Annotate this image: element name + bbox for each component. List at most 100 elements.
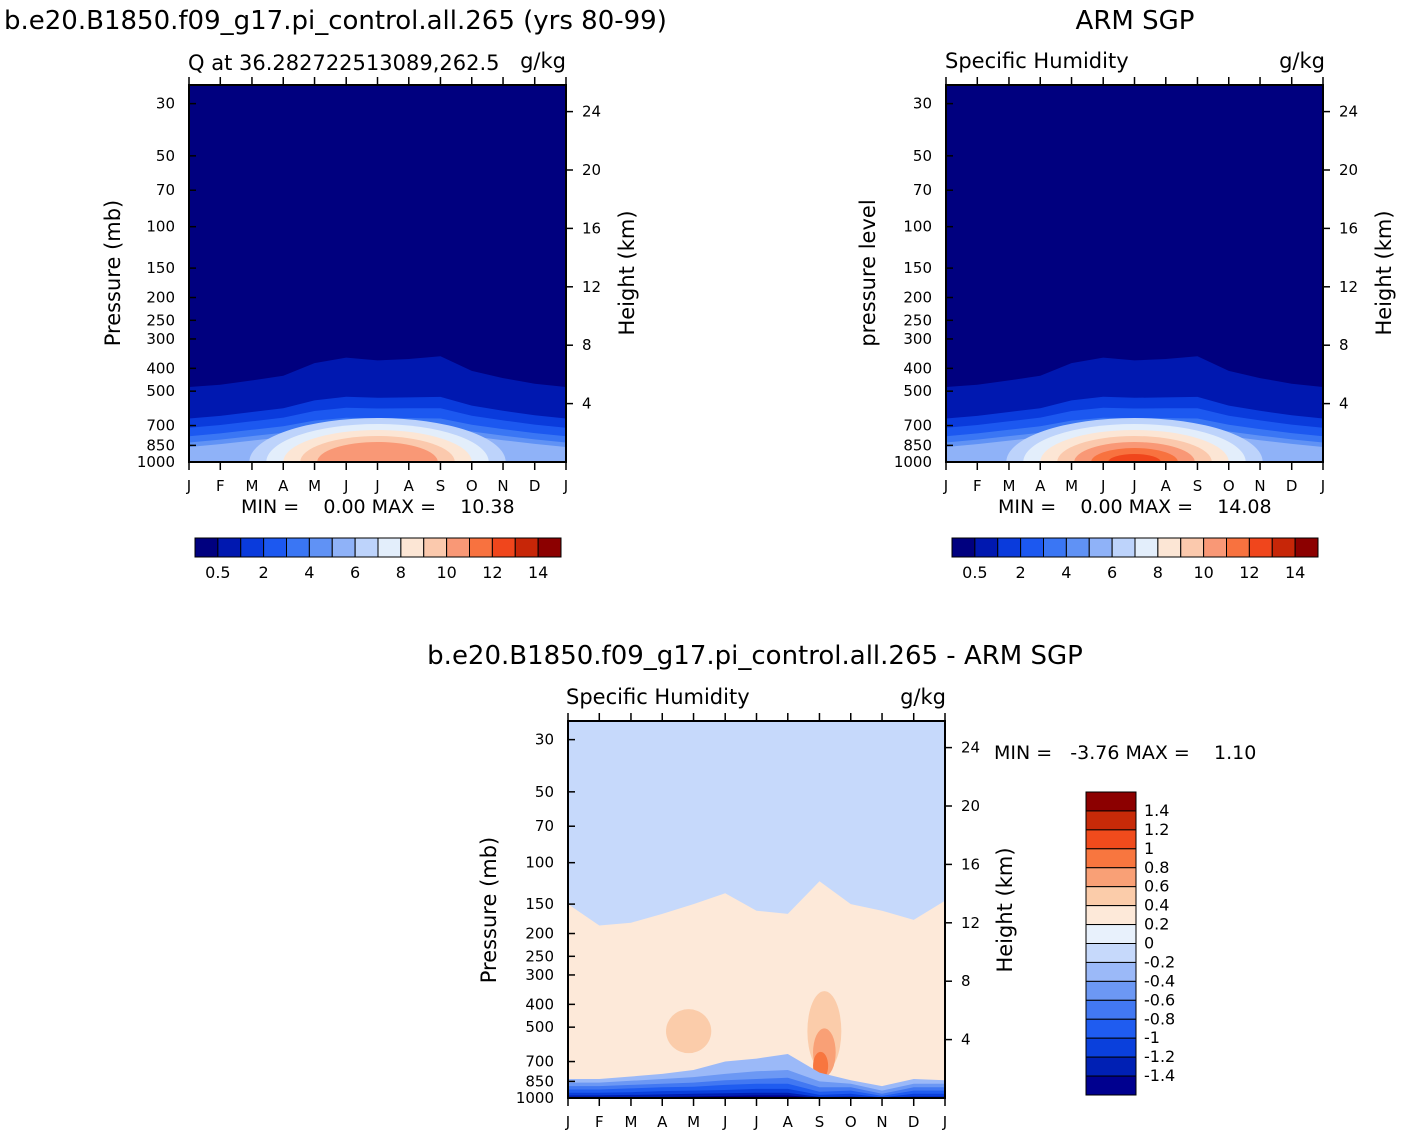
colorbar-label: 8 [1153,563,1163,582]
month-label: S [1193,477,1203,495]
colorbar-swatch [1085,810,1137,831]
pressure-tick-label: 400 [903,359,932,377]
panel-diff-ylabel: Pressure (mb) [477,837,501,984]
month-label: F [973,477,982,495]
colorbar-swatch [491,537,516,558]
height-tick-label: 20 [961,797,980,815]
panel-model-left-title: Q at 36.282722513089,262.5 [188,51,500,75]
colorbar-label: 0.6 [1144,877,1169,896]
colorbar-swatch [1043,537,1067,558]
month-label: D [1286,477,1298,495]
pressure-tick-label: 100 [903,218,932,236]
contour-band [317,442,438,462]
pressure-tick-label: 150 [525,895,554,913]
month-label: D [908,1113,920,1131]
pressure-tick-label: 850 [903,436,932,454]
month-label: J [753,1113,758,1131]
colorbar-swatch [400,537,425,558]
colorbar-swatch [308,537,333,558]
colorbar-swatch [1271,537,1296,558]
panel-diff-units: g/kg [900,685,946,709]
panel-model: Q at 36.282722513089,262.5 g/kg MIN = 0.… [101,49,639,518]
pressure-tick-label: 150 [146,259,175,277]
colorbar-label: 2 [259,563,269,582]
colorbar-swatch [1088,537,1113,558]
panel-model-ylabel: Pressure (mb) [101,200,125,347]
colorbar-swatch [194,537,219,558]
colorbar-swatch [1085,1056,1137,1077]
pressure-tick-label: 50 [535,783,554,801]
colorbar-label: 0.8 [1144,858,1169,877]
panel-obs-units: g/kg [1279,49,1325,73]
colorbar-label: 4 [304,563,314,582]
pressure-tick-label: 250 [146,311,175,329]
colorbar-swatch [1085,943,1137,963]
colorbar-swatch [1085,905,1137,926]
month-label: N [876,1113,887,1131]
height-tick-label: 4 [961,1031,971,1049]
month-label: M [624,1113,637,1131]
colorbar-swatch [286,537,310,558]
month-label: J [1100,477,1105,495]
colorbar-swatch [1180,537,1205,558]
pressure-tick-label: 400 [525,995,554,1013]
pressure-tick-label: 1000 [894,453,932,471]
month-label: J [1131,477,1136,495]
pressure-tick-label: 500 [525,1018,554,1036]
colorbar-label: 0 [1144,934,1154,953]
colorbar-swatch [997,537,1022,558]
contour-fill [946,85,1323,462]
pressure-tick-label: 400 [146,359,175,377]
colorbar-swatch [1294,537,1319,558]
colorbar-swatch [1085,829,1137,850]
height-tick-label: 20 [582,161,601,179]
colorbar-swatch [354,537,379,558]
colorbar-swatch [1020,537,1044,558]
panel-diff: Specific Humidity g/kg MIN = -3.76 MAX =… [477,685,1256,983]
pressure-tick-label: 700 [146,417,175,435]
pressure-tick-label: 250 [903,311,932,329]
pressure-tick-label: 50 [913,147,932,165]
colorbar-swatch [537,537,562,558]
colorbar-label: -1 [1144,1028,1160,1047]
colorbar-label: -0.6 [1144,990,1175,1009]
colorbar-swatch [1226,537,1250,558]
pressure-tick-label: 500 [146,382,175,400]
pressure-tick-label: 70 [535,817,554,835]
month-label: S [436,477,446,495]
colorbar-swatch [1085,1075,1137,1096]
colorbar-label: 1.4 [1144,801,1169,820]
colorbar-swatch [423,537,448,558]
colorbar-label: 14 [528,563,548,582]
month-label: M [245,477,258,495]
pressure-tick-label: 200 [146,289,175,307]
height-tick-label: 12 [1339,278,1358,296]
colorbar-swatch [1085,999,1137,1020]
pressure-tick-label: 100 [146,218,175,236]
colorbar-swatch [377,537,402,558]
month-label: A [404,477,415,495]
height-tick-label: 16 [961,855,980,873]
contour-band [1108,454,1161,462]
pressure-tick-label: 200 [525,925,554,943]
height-tick-label: 16 [582,219,601,237]
pressure-tick-label: 200 [903,289,932,307]
title-left: b.e20.B1850.f09_g17.pi_control.all.265 (… [4,6,667,36]
colorbar-swatch [240,537,265,558]
height-tick-label: 20 [1339,161,1358,179]
panel-model-ylabel-right: Height (km) [615,210,639,335]
colorbar-label: 6 [350,563,360,582]
colorbar-swatch [1203,537,1227,558]
month-label: J [722,1113,727,1131]
month-label: N [1254,477,1265,495]
panel-diff-ylabel-right: Height (km) [993,847,1017,972]
month-label: D [529,477,541,495]
pressure-tick-label: 70 [156,181,175,199]
pressure-tick-label: 1000 [137,453,175,471]
colorbar-label: -0.2 [1144,952,1175,971]
colorbar-swatch [1085,848,1137,869]
colorbar-model: 0.5 2 4 6 8 10 12 14 [194,537,562,582]
colorbar-label: 2 [1016,563,1026,582]
